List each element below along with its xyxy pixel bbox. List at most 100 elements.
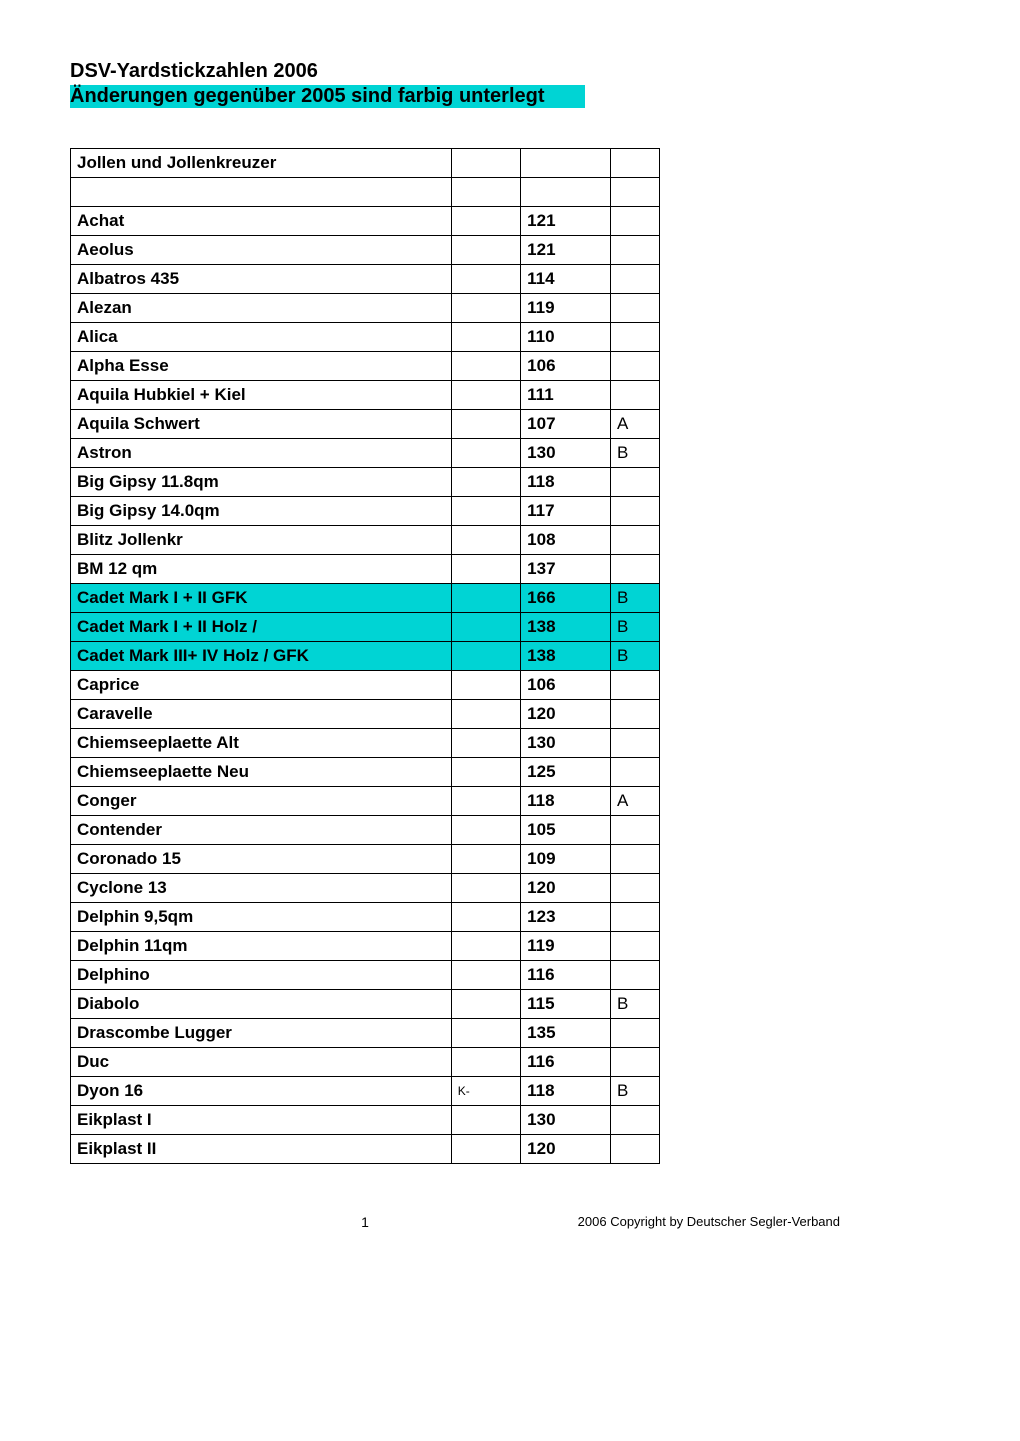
value-cell: 117 xyxy=(521,497,611,526)
boat-name-cell: Delphin 11qm xyxy=(71,932,452,961)
empty-cell xyxy=(521,178,611,207)
section-header-cell: Jollen und Jollenkreuzer xyxy=(71,149,452,178)
boat-name-cell: Cyclone 13 xyxy=(71,874,452,903)
note-cell xyxy=(451,903,520,932)
table-row: Eikplast II120 xyxy=(71,1135,660,1164)
boat-name-cell: Achat xyxy=(71,207,452,236)
table-row: Drascombe Lugger 135 xyxy=(71,1019,660,1048)
boat-name-cell: Diabolo xyxy=(71,990,452,1019)
boat-name-cell: Eikplast II xyxy=(71,1135,452,1164)
page-title: DSV-Yardstickzahlen 2006 xyxy=(70,60,950,83)
note-cell xyxy=(451,555,520,584)
value-cell: 118 xyxy=(521,787,611,816)
boat-name-cell: Blitz Jollenkr xyxy=(71,526,452,555)
value-cell: 118 xyxy=(521,468,611,497)
table-row: Blitz Jollenkr108 xyxy=(71,526,660,555)
page-subtitle: Änderungen gegenüber 2005 sind farbig un… xyxy=(70,85,585,108)
boat-name-cell: Alezan xyxy=(71,294,452,323)
note-cell xyxy=(451,1135,520,1164)
table-row: Achat121 xyxy=(71,207,660,236)
table-row: Eikplast I130 xyxy=(71,1106,660,1135)
flag-cell xyxy=(610,874,659,903)
flag-cell xyxy=(610,294,659,323)
table-row: Alpha Esse106 xyxy=(71,352,660,381)
flag-cell xyxy=(610,1048,659,1077)
note-cell xyxy=(451,961,520,990)
flag-cell: B xyxy=(610,613,659,642)
flag-cell xyxy=(610,961,659,990)
note-cell: K- xyxy=(451,1077,520,1106)
value-cell: 135 xyxy=(521,1019,611,1048)
note-cell xyxy=(451,294,520,323)
note-cell xyxy=(451,584,520,613)
boat-name-cell: Aeolus xyxy=(71,236,452,265)
table-row: Delphin 9,5qm123 xyxy=(71,903,660,932)
table-row: Aquila Hubkiel + Kiel111 xyxy=(71,381,660,410)
flag-cell xyxy=(610,729,659,758)
boat-name-cell: Drascombe Lugger xyxy=(71,1019,452,1048)
flag-cell xyxy=(610,932,659,961)
note-cell xyxy=(451,236,520,265)
note-cell xyxy=(451,410,520,439)
value-cell: 118 xyxy=(521,1077,611,1106)
table-row: Cadet Mark I + II GFK166B xyxy=(71,584,660,613)
note-cell xyxy=(451,468,520,497)
table-row: Aquila Schwert107A xyxy=(71,410,660,439)
value-cell: 120 xyxy=(521,874,611,903)
flag-cell xyxy=(610,1106,659,1135)
value-cell: 130 xyxy=(521,729,611,758)
flag-cell: B xyxy=(610,439,659,468)
empty-cell xyxy=(451,178,520,207)
table-row: BM 12 qm137 xyxy=(71,555,660,584)
note-cell xyxy=(451,1048,520,1077)
flag-cell xyxy=(610,555,659,584)
table-section-header-row: Jollen und Jollenkreuzer xyxy=(71,149,660,178)
boat-name-cell: Dyon 16 xyxy=(71,1077,452,1106)
boat-name-cell: Caravelle xyxy=(71,700,452,729)
table-row: Big Gipsy 11.8qm 118 xyxy=(71,468,660,497)
table-row: Big Gipsy 14.0qm117 xyxy=(71,497,660,526)
table-row: Alica110 xyxy=(71,323,660,352)
note-cell xyxy=(451,526,520,555)
flag-cell xyxy=(610,903,659,932)
boat-name-cell: Delphin 9,5qm xyxy=(71,903,452,932)
value-cell: 116 xyxy=(521,961,611,990)
flag-cell xyxy=(610,526,659,555)
boat-name-cell: Astron xyxy=(71,439,452,468)
table-row: Cadet Mark III+ IV Holz / GFK138B xyxy=(71,642,660,671)
table-row: Chiemseeplaette Alt130 xyxy=(71,729,660,758)
note-cell xyxy=(451,671,520,700)
flag-cell xyxy=(610,1135,659,1164)
table-row: Cadet Mark I + II Holz /138B xyxy=(71,613,660,642)
empty-cell xyxy=(451,149,520,178)
value-cell: 125 xyxy=(521,758,611,787)
table-row: Delphin 11qm 119 xyxy=(71,932,660,961)
empty-cell xyxy=(610,149,659,178)
flag-cell xyxy=(610,323,659,352)
boat-name-cell: Cadet Mark III+ IV Holz / GFK xyxy=(71,642,452,671)
value-cell: 130 xyxy=(521,1106,611,1135)
boat-name-cell: Cadet Mark I + II GFK xyxy=(71,584,452,613)
boat-name-cell: Delphino xyxy=(71,961,452,990)
boat-name-cell: Albatros 435 xyxy=(71,265,452,294)
boat-name-cell: Contender xyxy=(71,816,452,845)
value-cell: 106 xyxy=(521,352,611,381)
note-cell xyxy=(451,381,520,410)
flag-cell xyxy=(610,381,659,410)
flag-cell xyxy=(610,1019,659,1048)
value-cell: 166 xyxy=(521,584,611,613)
table-row: Cyclone 13 120 xyxy=(71,874,660,903)
flag-cell xyxy=(610,352,659,381)
note-cell xyxy=(451,439,520,468)
value-cell: 119 xyxy=(521,932,611,961)
boat-name-cell: Duc xyxy=(71,1048,452,1077)
flag-cell xyxy=(610,816,659,845)
value-cell: 115 xyxy=(521,990,611,1019)
table-row: Diabolo115B xyxy=(71,990,660,1019)
note-cell xyxy=(451,874,520,903)
flag-cell: A xyxy=(610,410,659,439)
boat-name-cell: Alica xyxy=(71,323,452,352)
note-cell xyxy=(451,352,520,381)
value-cell: 116 xyxy=(521,1048,611,1077)
boat-name-cell: Big Gipsy 11.8qm xyxy=(71,468,452,497)
